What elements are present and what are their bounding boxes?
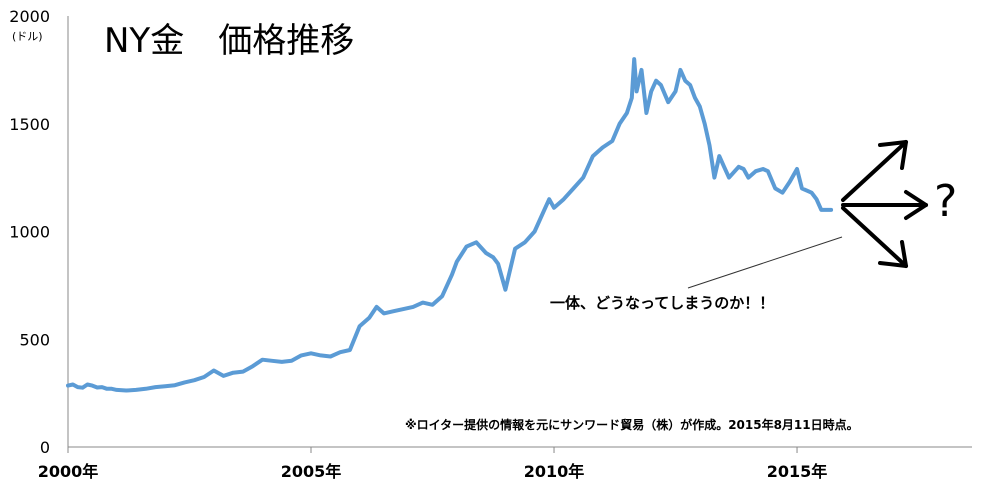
x-tick-label: 2015年 bbox=[767, 462, 828, 481]
annotation-text: 一体、どうなってしまうのか！！ bbox=[550, 294, 774, 312]
arrow-up bbox=[841, 140, 908, 202]
arrow-right-head bbox=[904, 190, 928, 220]
y-tick-label: 0 bbox=[40, 438, 50, 457]
x-ticks: 2000年 2005年 2010年 2015年 bbox=[38, 447, 828, 481]
arrow-up-head bbox=[878, 140, 908, 170]
y-ticks: 0 500 1000 1500 2000 bbox=[9, 7, 50, 457]
y-unit-label: (ドル) bbox=[12, 30, 43, 43]
y-tick-label: 1500 bbox=[9, 115, 50, 134]
y-tick-label: 2000 bbox=[9, 7, 50, 26]
x-tick-label: 2010年 bbox=[524, 462, 585, 481]
y-tick-label: 500 bbox=[19, 330, 50, 349]
question-mark: ? bbox=[934, 176, 957, 227]
y-tick-label: 1000 bbox=[9, 223, 50, 242]
source-note: ※ロイター提供の情報を元にサンワード貿易（株）が作成。2015年8月11日時点。 bbox=[405, 417, 859, 432]
annotation-pointer-line bbox=[687, 236, 843, 289]
gold-price-line bbox=[66, 57, 834, 393]
x-tick-label: 2000年 bbox=[38, 462, 99, 481]
series-group bbox=[66, 57, 834, 393]
chart-title: NY金 価格推移 bbox=[104, 21, 354, 61]
arrow-down bbox=[841, 206, 908, 268]
arrow-down-head bbox=[878, 240, 908, 268]
x-tick-label: 2005年 bbox=[281, 462, 342, 481]
direction-arrows bbox=[841, 140, 928, 268]
